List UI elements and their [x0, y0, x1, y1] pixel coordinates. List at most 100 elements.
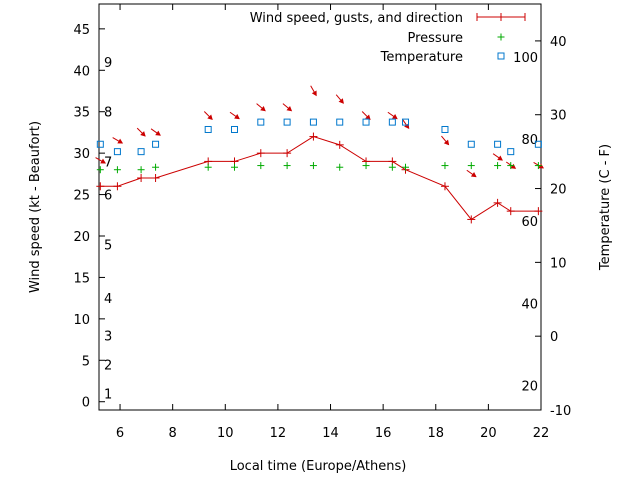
wind-point — [256, 149, 265, 158]
beaufort-label: 2 — [104, 358, 112, 373]
arrow-head — [117, 138, 124, 144]
x-tick-label: 8 — [169, 426, 177, 441]
beaufort-label: 5 — [104, 238, 112, 253]
legend-marker-temperature — [497, 52, 505, 60]
temperature-point — [402, 118, 410, 126]
fahrenheit-label: 40 — [521, 298, 538, 313]
wind-point — [440, 182, 449, 191]
wind-direction-arrow — [361, 111, 371, 121]
temperature-point — [283, 118, 291, 126]
wind-point — [467, 215, 476, 224]
y-right-tick-label: 0 — [550, 330, 558, 345]
wind-point — [493, 198, 502, 207]
pressure-point — [257, 162, 265, 170]
legend-marker-wind — [476, 13, 526, 21]
arrow-head — [100, 158, 106, 164]
legend-label-wind: Wind speed, gusts, and direction — [250, 11, 463, 26]
x-tick-label: 6 — [116, 426, 124, 441]
legend-wind-plus — [497, 13, 505, 21]
x-tick-label: 22 — [533, 426, 550, 441]
arrow-head — [207, 114, 213, 121]
right-axis-tick-labels: -10 0 10 20 30 40 — [550, 35, 571, 419]
legend-label-temperature: Temperature — [380, 50, 463, 65]
y-right-tick-label: -10 — [550, 404, 571, 419]
beaufort-label: 9 — [104, 56, 112, 71]
temperature-point — [113, 148, 121, 156]
y-left-tick-label: 20 — [73, 230, 90, 245]
fahrenheit-label: 60 — [521, 215, 538, 230]
wind-direction-arrow — [203, 111, 213, 121]
arrow-head — [538, 163, 545, 169]
temperature-point — [137, 148, 145, 156]
x-tick-label: 18 — [427, 426, 444, 441]
pressure-point — [283, 162, 291, 170]
temperature-point — [204, 125, 212, 133]
fahrenheit-label: 100 — [513, 51, 538, 66]
wind-point — [309, 132, 318, 141]
pressure-point — [113, 166, 121, 174]
temperature-point — [507, 148, 515, 156]
wind-direction-arrow — [401, 118, 410, 130]
y-left-tick-label: 40 — [73, 64, 90, 79]
y-left-tick-label: 15 — [73, 271, 90, 286]
y-left-tick-label: 0 — [82, 396, 90, 411]
pressure-point — [402, 163, 410, 171]
temperature-point — [257, 118, 265, 126]
arrow-head — [497, 155, 503, 161]
wind-point — [137, 174, 146, 182]
wind-point — [534, 207, 543, 216]
y-right-tick-label: 40 — [550, 35, 567, 50]
temperature-point — [441, 125, 449, 133]
arrow-head — [155, 130, 161, 136]
y-right-tick-label: 10 — [550, 256, 567, 271]
pressure-point — [204, 163, 212, 171]
y-right-tick-label: 30 — [550, 109, 567, 124]
temperature-point — [362, 118, 370, 126]
axis-ticks — [99, 4, 542, 411]
arrow-head — [286, 105, 293, 112]
y-left-tick-label: 45 — [73, 23, 90, 38]
pressure-point — [388, 163, 396, 171]
wind-direction-arrow — [441, 135, 450, 146]
temperature-point — [467, 140, 475, 148]
legend-label-pressure: Pressure — [407, 31, 463, 46]
legend: Wind speed, gusts, and direction Pressur… — [250, 11, 526, 65]
y-left-tick-label: 25 — [73, 189, 90, 204]
beaufort-label: 4 — [104, 292, 112, 307]
pressure-point — [507, 162, 515, 170]
pressure-point — [467, 162, 475, 170]
x-tick-label: 16 — [375, 426, 392, 441]
beaufort-labels: 1 2 3 4 5 6 7 8 9 — [104, 56, 112, 402]
series-layer — [95, 85, 545, 224]
wind-line — [100, 136, 539, 221]
pressure-point — [137, 166, 145, 174]
beaufort-label: 1 — [104, 387, 112, 402]
pressure-point — [96, 166, 104, 174]
x-tick-label: 14 — [322, 426, 339, 441]
fahrenheit-labels: 20 40 60 80 100 — [513, 51, 538, 394]
temperature-point — [152, 140, 160, 148]
wind-direction-arrow — [282, 103, 293, 112]
y-axis-label-right: Temperature (C - F) — [598, 144, 613, 271]
wind-direction-arrow — [136, 127, 146, 137]
wind-direction-arrow — [492, 153, 503, 161]
wind-direction-arrow — [150, 128, 161, 136]
arrow-head — [338, 98, 344, 104]
temperature-point — [336, 118, 344, 126]
pressure-point — [494, 162, 502, 170]
arrow-head — [470, 172, 477, 178]
y-left-tick-label: 30 — [73, 147, 90, 162]
pressure-point — [309, 162, 317, 170]
wind-point — [335, 140, 344, 149]
pressure-point — [362, 162, 370, 170]
pressure-point — [152, 163, 160, 171]
arrow-head — [311, 90, 317, 97]
temperature-point — [96, 140, 104, 148]
fahrenheit-label: 80 — [521, 133, 538, 148]
wind-point — [506, 207, 515, 216]
left-axis-tick-labels: 0 5 10 15 20 25 30 35 40 45 — [73, 23, 90, 411]
wind-direction-arrow — [466, 169, 477, 178]
x-axis-tick-labels: 6 8 10 12 14 16 18 20 22 — [116, 426, 549, 441]
arrow-head — [140, 131, 146, 137]
wind-direction-arrow — [229, 111, 240, 120]
